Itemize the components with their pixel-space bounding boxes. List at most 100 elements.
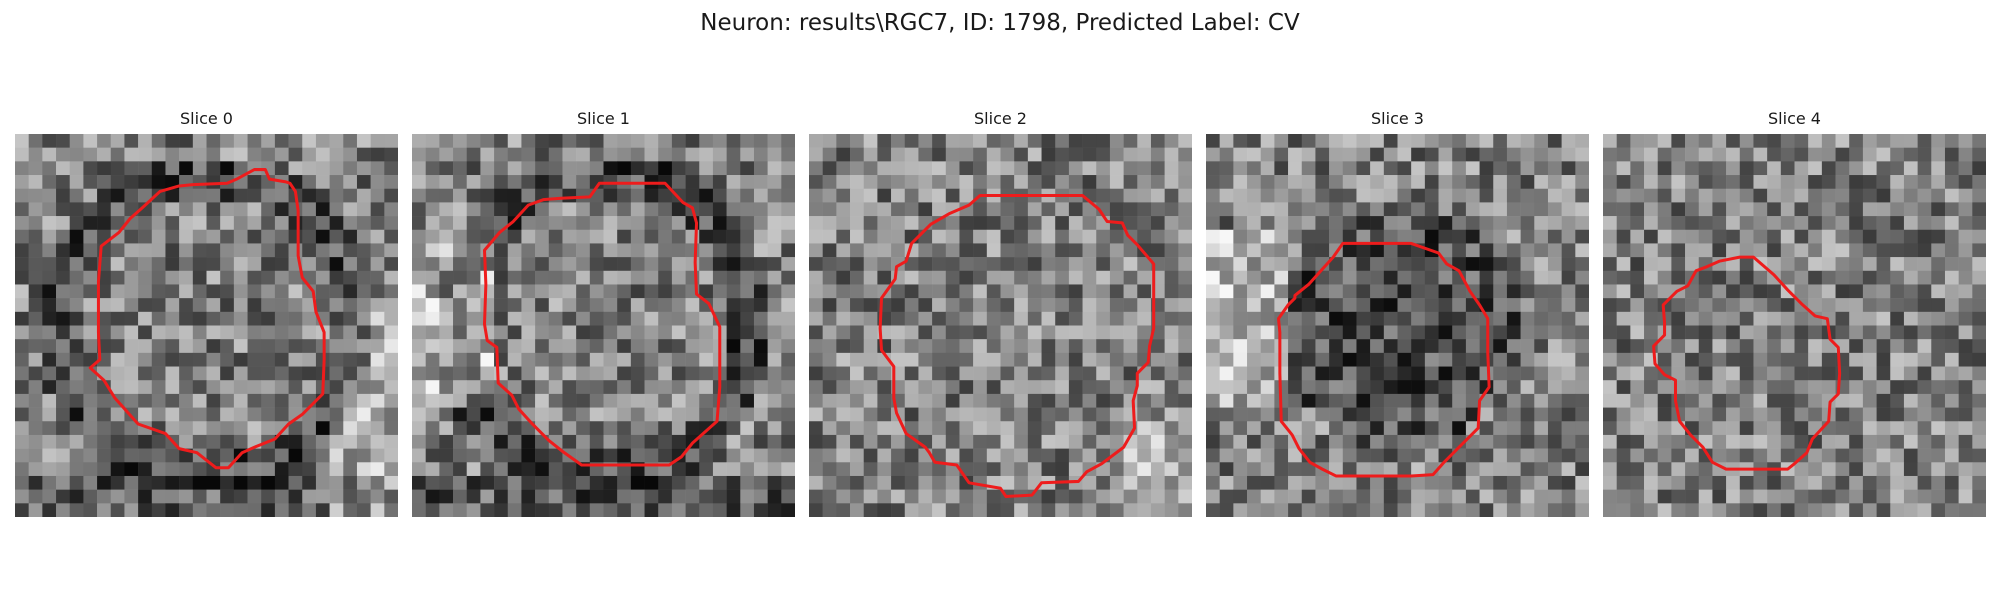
image-pixel bbox=[192, 188, 207, 203]
image-pixel bbox=[315, 229, 330, 244]
image-pixel bbox=[1534, 489, 1549, 504]
image-pixel bbox=[863, 448, 878, 463]
image-pixel bbox=[1876, 339, 1891, 354]
image-pixel bbox=[384, 352, 398, 367]
image-pixel bbox=[1452, 298, 1467, 313]
image-pixel bbox=[507, 216, 522, 231]
image-pixel bbox=[315, 202, 330, 217]
image-pixel bbox=[959, 257, 974, 272]
image-pixel bbox=[1411, 339, 1426, 354]
image-pixel bbox=[1657, 202, 1672, 217]
image-pixel bbox=[617, 393, 632, 408]
image-pixel bbox=[97, 503, 112, 517]
image-pixel bbox=[329, 284, 344, 299]
image-pixel bbox=[1767, 366, 1782, 381]
image-pixel bbox=[1767, 339, 1782, 354]
image-pixel bbox=[1644, 366, 1658, 381]
image-pixel bbox=[1534, 407, 1549, 422]
image-pixel bbox=[589, 352, 604, 367]
image-pixel bbox=[315, 298, 330, 313]
image-pixel bbox=[1506, 147, 1521, 162]
image-pixel bbox=[1944, 298, 1959, 313]
image-pixel bbox=[494, 284, 509, 299]
image-pixel bbox=[671, 366, 686, 381]
image-pixel bbox=[1301, 243, 1316, 258]
image-pixel bbox=[1534, 284, 1549, 299]
image-pixel bbox=[453, 229, 467, 244]
image-pixel bbox=[302, 325, 317, 340]
image-pixel bbox=[151, 202, 166, 217]
image-pixel bbox=[973, 311, 988, 326]
image-pixel bbox=[1465, 202, 1480, 217]
image-pixel bbox=[1534, 366, 1549, 381]
image-pixel bbox=[1041, 434, 1056, 449]
image-pixel bbox=[69, 284, 84, 299]
image-pixel bbox=[1767, 325, 1782, 340]
image-pixel bbox=[863, 134, 878, 148]
image-pixel bbox=[1931, 352, 1946, 367]
image-pixel bbox=[712, 462, 727, 477]
image-pixel bbox=[535, 366, 550, 381]
image-pixel bbox=[1383, 393, 1398, 408]
image-pixel bbox=[671, 475, 686, 490]
image-pixel bbox=[836, 393, 851, 408]
image-pixel bbox=[1055, 175, 1070, 189]
image-pixel bbox=[1137, 503, 1152, 517]
image-pixel bbox=[712, 434, 727, 449]
image-pixel bbox=[1260, 188, 1275, 203]
image-pixel bbox=[1233, 229, 1248, 244]
image-pixel bbox=[1876, 216, 1891, 231]
image-pixel bbox=[1041, 284, 1056, 299]
image-pixel bbox=[1288, 339, 1303, 354]
image-pixel bbox=[1137, 284, 1152, 299]
image-pixel bbox=[1164, 380, 1179, 395]
image-pixel bbox=[1014, 216, 1029, 231]
image-pixel bbox=[466, 421, 481, 436]
image-pixel bbox=[1876, 243, 1891, 258]
image-pixel bbox=[685, 175, 700, 189]
image-pixel bbox=[1561, 202, 1576, 217]
image-pixel bbox=[1972, 161, 1986, 176]
image-pixel bbox=[69, 421, 84, 436]
image-pixel bbox=[1575, 284, 1589, 299]
image-pixel bbox=[836, 380, 851, 395]
image-pixel bbox=[918, 325, 933, 340]
image-pixel bbox=[315, 270, 330, 285]
image-pixel bbox=[1000, 257, 1015, 272]
image-pixel bbox=[1575, 243, 1589, 258]
image-pixel bbox=[1206, 175, 1220, 189]
image-pixel bbox=[1671, 462, 1686, 477]
image-pixel bbox=[767, 243, 782, 258]
image-pixel bbox=[1178, 434, 1192, 449]
image-pixel bbox=[1233, 489, 1248, 504]
image-pixel bbox=[206, 202, 221, 217]
image-pixel bbox=[69, 366, 84, 381]
image-pixel bbox=[1657, 284, 1672, 299]
image-pixel bbox=[850, 352, 864, 367]
image-pixel bbox=[1931, 147, 1946, 162]
image-pixel bbox=[329, 216, 344, 231]
image-pixel bbox=[1630, 257, 1645, 272]
image-pixel bbox=[1958, 503, 1973, 517]
image-pixel bbox=[1206, 134, 1220, 148]
image-pixel bbox=[1356, 407, 1371, 422]
image-pixel bbox=[261, 339, 276, 354]
image-pixel bbox=[1397, 188, 1412, 203]
image-pixel bbox=[1534, 161, 1549, 176]
image-pixel bbox=[1219, 188, 1234, 203]
image-pixel bbox=[603, 202, 618, 217]
image-pixel bbox=[1506, 352, 1521, 367]
image-pixel bbox=[466, 229, 481, 244]
image-pixel bbox=[56, 188, 70, 203]
image-pixel bbox=[891, 257, 906, 272]
image-pixel bbox=[699, 339, 714, 354]
image-pixel bbox=[1547, 462, 1562, 477]
image-pixel bbox=[1000, 161, 1015, 176]
image-pixel bbox=[1370, 448, 1385, 463]
image-pixel bbox=[535, 243, 550, 258]
image-pixel bbox=[1027, 407, 1042, 422]
image-pixel bbox=[1698, 421, 1713, 436]
image-pixel bbox=[343, 175, 358, 189]
image-pixel bbox=[1082, 434, 1097, 449]
image-pixel bbox=[1164, 298, 1179, 313]
